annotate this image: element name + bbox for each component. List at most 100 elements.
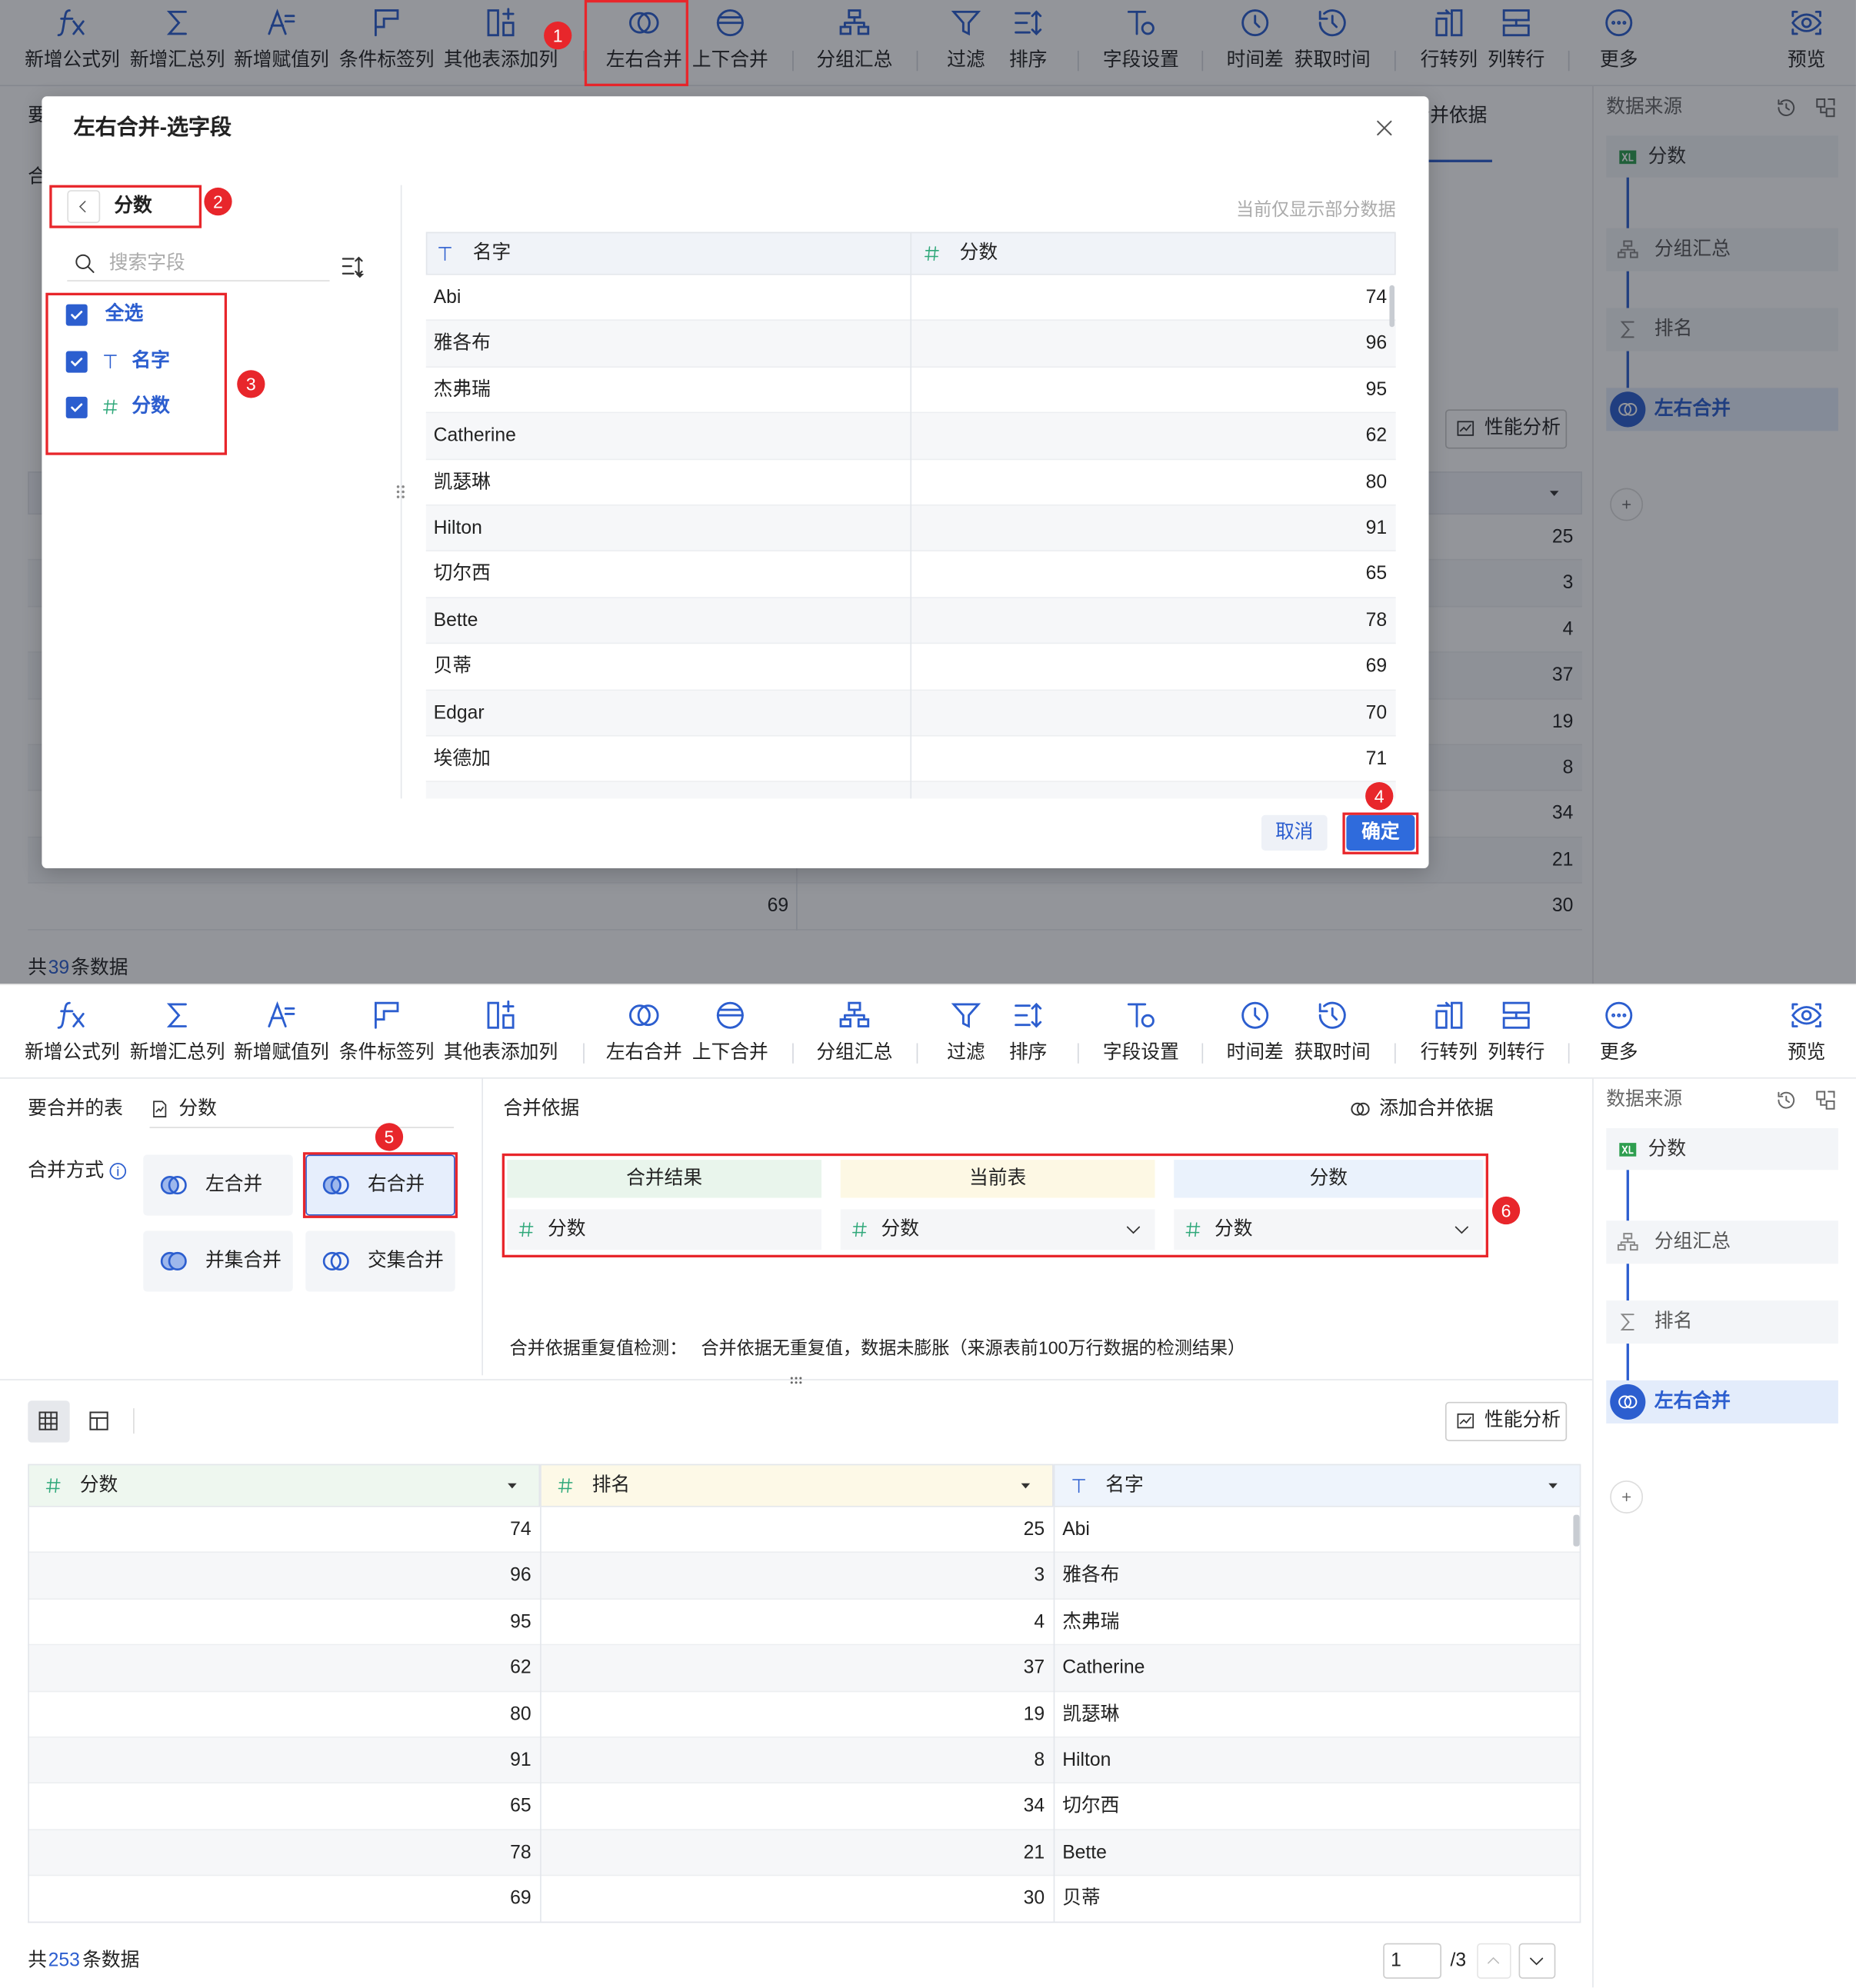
footer: 共 [28,1949,48,1971]
toolbar-button[interactable]: 新增赋值列 [234,49,329,72]
cell: 21 [1551,848,1574,871]
toolbar-button[interactable]: 上下合并 [691,1041,768,1064]
toolbar-button[interactable]: 左右合并 [605,49,682,72]
search-input[interactable]: 搜索字段 [108,251,185,275]
cell: 74 [510,1518,531,1540]
separator [792,50,794,72]
column-header[interactable] [28,1464,541,1507]
toolbar-icon [1432,999,1465,1032]
toolbar-button[interactable]: 时间差 [1226,49,1284,72]
cell: Hilton [1062,1749,1111,1771]
toolbar-button[interactable]: 预览 [1787,1041,1826,1064]
toolbar-button[interactable]: 字段设置 [1102,49,1179,72]
toolbar-button[interactable]: 其他表添加列 [443,49,558,72]
toolbar-button[interactable]: 新增公式列 [25,1041,120,1064]
column-header[interactable] [1053,1464,1581,1507]
toolbar-button[interactable]: 行转列 [1420,1041,1478,1064]
layout-icon[interactable] [88,1410,111,1433]
toolbar-button[interactable]: 上下合并 [691,49,768,72]
add-basis-button[interactable]: 添加合并依据 [1379,1097,1494,1120]
back-button[interactable] [67,190,101,224]
toolbar-button[interactable]: 过滤 [947,1041,985,1064]
toolbar-button[interactable]: 排序 [1008,49,1048,72]
basis-field [507,1209,822,1250]
step-icon [1616,1390,1639,1414]
toolbar-button[interactable]: 列转行 [1488,49,1545,72]
toolbar-icon [1602,999,1635,1032]
separator [1394,50,1396,72]
cell: 19 [1551,710,1574,732]
checkbox[interactable] [65,303,88,325]
toolbar-button[interactable]: 分组汇总 [816,1041,893,1064]
chart-icon [1455,418,1475,438]
step-item[interactable] [1606,228,1838,271]
toolbar-button[interactable]: 分组汇总 [816,49,893,72]
toolbar-button[interactable]: 获取时间 [1294,1041,1371,1064]
step-item[interactable] [1606,1220,1838,1264]
toolbar-button[interactable]: 列转行 [1488,1041,1545,1064]
cell: 4 [1034,1610,1045,1633]
column-header-label: 名字 [1105,1474,1144,1496]
dropdown [1545,485,1563,502]
step-icon-bg [1610,391,1646,428]
chart-icon [1455,1410,1475,1430]
toolbar-button[interactable]: 新增汇总列 [129,1041,225,1064]
checkbox[interactable] [65,350,88,372]
separator [1201,1043,1204,1064]
source-item[interactable] [1606,135,1838,178]
label: 取消 [1275,821,1314,844]
toolbar-button[interactable]: 排序 [1008,1041,1048,1064]
toolbar-button[interactable]: 其他表添加列 [443,1041,558,1064]
cell: 贝蒂 [1062,1887,1101,1910]
page-input[interactable] [1383,1943,1442,1979]
up-icon [1484,1952,1502,1970]
basis-header-label: 分数 [1309,1167,1348,1190]
field-option[interactable]: 分数 [132,395,170,418]
toolbar-button[interactable]: 条件标签列 [338,1041,435,1064]
toolbar-button[interactable]: 新增汇总列 [129,49,225,72]
cell: Abi [1062,1518,1090,1540]
basis-field[interactable] [840,1209,1155,1250]
search-icon [74,252,97,275]
view-toggle[interactable] [28,1400,70,1443]
step-icon [1616,398,1639,421]
toolbar-button[interactable]: 字段设置 [1102,1041,1179,1064]
toolbar-button[interactable]: 获取时间 [1294,49,1371,72]
merge-method[interactable] [305,1230,455,1292]
field-option[interactable]: 名字 [132,349,170,371]
cancel-button[interactable] [1261,814,1328,851]
prev-page[interactable] [1477,1943,1511,1979]
label: 要合并的表 [28,1097,123,1120]
source-item[interactable] [1606,1127,1838,1170]
confirm-button[interactable] [1346,814,1415,851]
toolbar-button[interactable]: 过滤 [947,49,985,72]
type-icon [1070,1477,1088,1494]
column-header[interactable] [540,1464,1054,1507]
cell: 62 [510,1657,531,1679]
separator [583,50,585,72]
basis-field[interactable] [1174,1209,1484,1250]
label: 左右合并 [1654,398,1731,420]
pane-divider [400,185,402,799]
toolbar-button[interactable]: 左右合并 [605,1041,682,1064]
step-item[interactable] [1606,1300,1838,1344]
check-mark [67,398,86,417]
toolbar-button[interactable]: 更多 [1600,1041,1638,1064]
checkbox[interactable] [65,396,88,418]
xls-icon [1618,1140,1638,1160]
toolbar-button[interactable]: 新增赋值列 [234,1041,329,1064]
separator [916,1043,918,1064]
next-page[interactable] [1518,1943,1556,1979]
field-option[interactable]: 全选 [105,302,144,325]
toolbar-button[interactable]: 预览 [1787,49,1826,72]
toolbar-button[interactable]: 行转列 [1420,49,1478,72]
toolbar-button[interactable]: 新增公式列 [25,49,120,72]
step-item[interactable] [1606,308,1838,351]
toolbar-button[interactable]: 条件标签列 [338,49,435,72]
toolbar-button[interactable]: 更多 [1600,49,1638,72]
toolbar-button[interactable]: 时间差 [1226,1041,1284,1064]
column-divider [540,1507,541,1922]
basis-header-label: 合并结果 [626,1167,703,1190]
step-marker: 4 [1365,781,1394,811]
close-button[interactable] [1373,117,1396,140]
